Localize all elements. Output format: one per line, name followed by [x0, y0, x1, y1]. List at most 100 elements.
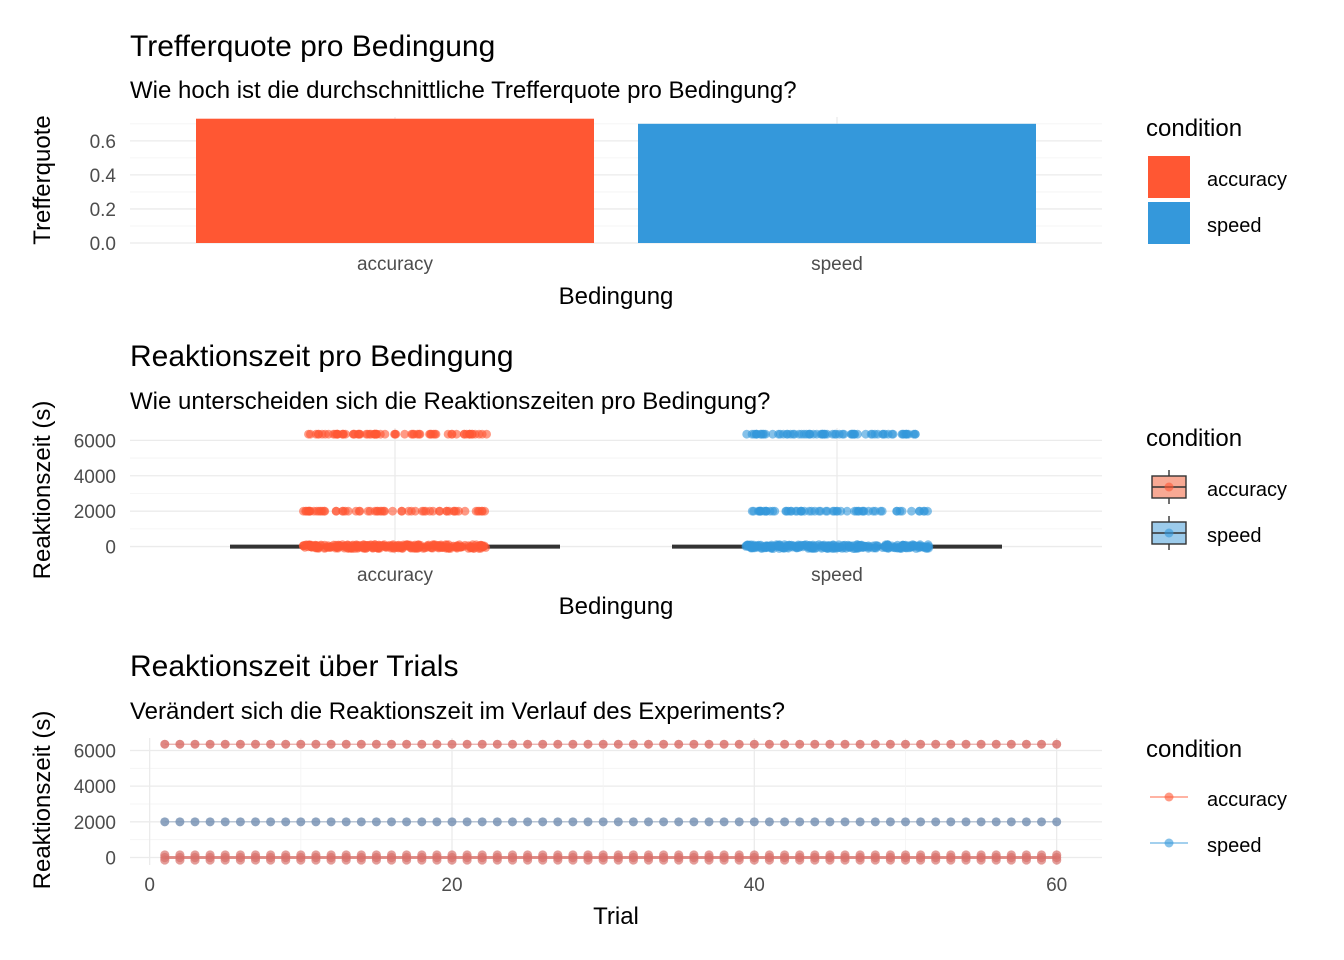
point-accuracy [356, 739, 366, 749]
point-accuracy [931, 739, 941, 749]
x-tick-label: speed [811, 565, 863, 586]
legend-key-accuracy [1151, 470, 1187, 504]
point-accuracy [451, 506, 461, 516]
legend-key-accuracy [1148, 156, 1190, 198]
point-speed [1052, 817, 1062, 827]
point-speed [1037, 817, 1046, 827]
point-speed [749, 817, 759, 827]
point-accuracy [329, 429, 338, 439]
point-accuracy [361, 429, 371, 439]
gridlines [130, 428, 1102, 554]
point-speed [848, 429, 857, 439]
point-accuracy [825, 739, 835, 749]
point-speed [281, 817, 291, 827]
point-accuracy [855, 739, 865, 749]
point-accuracy [583, 739, 593, 749]
y-tick-label: 6000 [74, 741, 116, 762]
point-zero [1036, 855, 1047, 865]
point-speed [553, 817, 563, 827]
point-speed [861, 429, 871, 439]
point-speed [747, 506, 757, 516]
y-tick-label: 0.4 [90, 166, 117, 187]
x-tick-label: 20 [441, 875, 462, 896]
point-accuracy [434, 506, 444, 516]
point-zero [961, 855, 971, 865]
point-speed [797, 429, 806, 439]
point-speed [356, 817, 366, 827]
point-accuracy [251, 739, 260, 749]
point-accuracy [323, 543, 333, 552]
legend-key-speed [1150, 838, 1188, 848]
point-speed [976, 817, 986, 827]
point-speed [864, 506, 873, 516]
point-zero [341, 855, 351, 865]
point-speed [784, 540, 794, 550]
point-speed [877, 506, 887, 516]
point-accuracy [644, 739, 653, 749]
point-accuracy [613, 739, 623, 749]
point-speed [851, 506, 861, 516]
chart-subtitle: Verändert sich die Reaktionszeit im Verl… [130, 698, 785, 725]
point-accuracy [391, 429, 401, 439]
point-zero [538, 855, 548, 865]
point-speed [870, 817, 880, 827]
point-speed [783, 506, 793, 516]
point-zero [598, 855, 608, 865]
point-accuracy [396, 541, 405, 551]
point-speed [387, 817, 396, 827]
point-speed [758, 542, 767, 551]
point-speed [922, 542, 932, 552]
point-speed [845, 542, 855, 552]
point-zero [190, 855, 200, 865]
series-lines-and-points [160, 739, 1062, 865]
x-tick-label: accuracy [357, 565, 434, 586]
point-speed [1006, 817, 1016, 827]
point-zero [553, 855, 563, 865]
point-speed [767, 540, 776, 550]
point-zero [583, 855, 593, 865]
y-tick-label: 2000 [74, 813, 116, 834]
bar-chart-panel: Trefferquote pro Bedingung Wie hoch ist … [29, 30, 1287, 310]
point-zero [991, 855, 1001, 865]
point-zero [386, 855, 397, 865]
point-zero [719, 855, 729, 865]
point-accuracy [281, 739, 291, 749]
point-speed [880, 429, 890, 439]
point-zero [235, 855, 245, 865]
point-accuracy [448, 542, 457, 551]
point-speed [897, 429, 907, 439]
point-zero [810, 855, 820, 865]
point-speed [810, 506, 820, 516]
x-tick-labels: 0 20 40 60 [144, 875, 1067, 896]
point-accuracy [368, 543, 378, 553]
point-speed [755, 506, 765, 516]
point-speed [523, 817, 533, 827]
point-speed [907, 506, 916, 516]
legend-label-speed: speed [1207, 215, 1262, 237]
point-zero [780, 855, 790, 865]
point-zero [734, 855, 744, 865]
point-zero [417, 855, 427, 865]
point-accuracy [376, 542, 385, 551]
point-zero [643, 855, 654, 865]
point-zero [281, 855, 291, 865]
point-accuracy [407, 506, 416, 516]
point-speed [780, 817, 790, 827]
point-speed [432, 817, 442, 827]
point-accuracy [508, 739, 517, 749]
point-accuracy [160, 739, 170, 749]
point-zero [825, 855, 835, 865]
point-accuracy [302, 506, 311, 516]
point-zero [1052, 855, 1062, 865]
point-speed [812, 429, 822, 439]
point-speed [842, 506, 852, 516]
point-accuracy [916, 739, 926, 749]
point-accuracy [870, 739, 880, 749]
point-accuracy [372, 506, 382, 516]
point-accuracy [355, 506, 365, 516]
point-speed [341, 817, 351, 827]
y-tick-label: 0.6 [90, 132, 116, 153]
point-accuracy [341, 739, 351, 749]
point-zero [477, 855, 487, 865]
legend-label-speed: speed [1207, 835, 1262, 857]
